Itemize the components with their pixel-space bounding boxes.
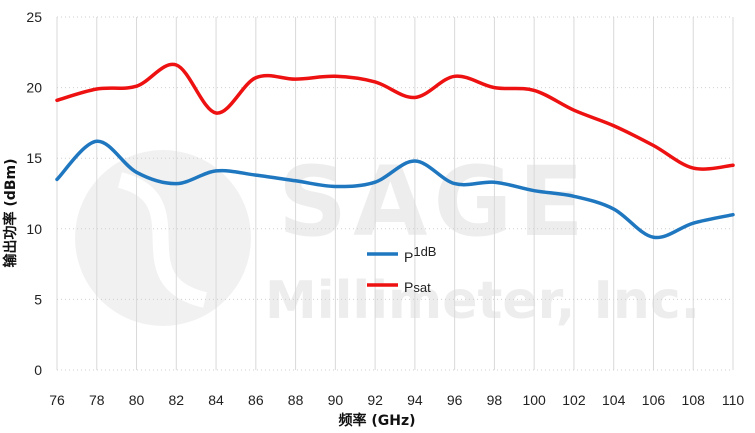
series-line-psat xyxy=(55,62,735,171)
watermark-logo: SAGE Millimeter, Inc. xyxy=(75,146,700,331)
x-tick-label: 104 xyxy=(602,392,626,408)
y-tick-label: 25 xyxy=(26,9,42,25)
y-tick-label: 10 xyxy=(26,221,42,237)
x-tick-label: 80 xyxy=(129,392,145,408)
y-axis-ticks: 0 5 10 15 20 25 xyxy=(26,9,42,378)
x-axis-title: 频率 (GHz) xyxy=(338,412,415,429)
legend-label-p1db-main: P xyxy=(404,249,413,265)
legend-label-psat: Psat xyxy=(404,279,431,295)
x-tick-label: 98 xyxy=(487,392,503,408)
x-tick-label: 94 xyxy=(407,392,423,408)
x-axis-ticks: 76 78 80 82 84 86 88 90 92 94 96 98 100 102 104 106 108 1… xyxy=(49,392,744,408)
legend-entry-psat: Psat xyxy=(367,279,431,295)
x-tick-label: 92 xyxy=(367,392,383,408)
y-tick-label: 0 xyxy=(34,362,42,378)
chart-legend: P1dB Psat xyxy=(367,244,436,295)
x-tick-label: 88 xyxy=(288,392,304,408)
x-tick-label: 110 xyxy=(722,392,745,408)
x-tick-label: 82 xyxy=(169,392,185,408)
watermark-title: SAGE xyxy=(278,146,590,258)
watermark-swoosh-icon xyxy=(117,172,208,308)
x-tick-label: 86 xyxy=(248,392,264,408)
legend-label-p1db: P1dB xyxy=(404,244,436,265)
x-tick-label: 90 xyxy=(328,392,344,408)
chart-series xyxy=(55,62,735,240)
series-line-p1db xyxy=(55,139,735,240)
x-tick-label: 106 xyxy=(642,392,666,408)
legend-label-p1db-sub: 1dB xyxy=(413,244,436,259)
x-tick-label: 84 xyxy=(208,392,224,408)
x-tick-label: 100 xyxy=(522,392,546,408)
x-tick-label: 96 xyxy=(447,392,463,408)
x-tick-label: 76 xyxy=(49,392,65,408)
y-axis-title: 输出功率 (dBm) xyxy=(2,159,19,268)
legend-entry-p1db: P1dB xyxy=(367,244,436,265)
x-tick-label: 102 xyxy=(562,392,586,408)
y-tick-label: 15 xyxy=(26,150,42,166)
x-tick-label: 78 xyxy=(89,392,105,408)
x-tick-label: 108 xyxy=(682,392,706,408)
legend-label-psat-sub: sat xyxy=(413,280,431,295)
y-tick-label: 5 xyxy=(34,291,42,307)
y-tick-label: 20 xyxy=(26,80,42,96)
legend-label-psat-main: P xyxy=(404,279,413,295)
watermark-subtitle: Millimeter, Inc. xyxy=(265,271,700,331)
